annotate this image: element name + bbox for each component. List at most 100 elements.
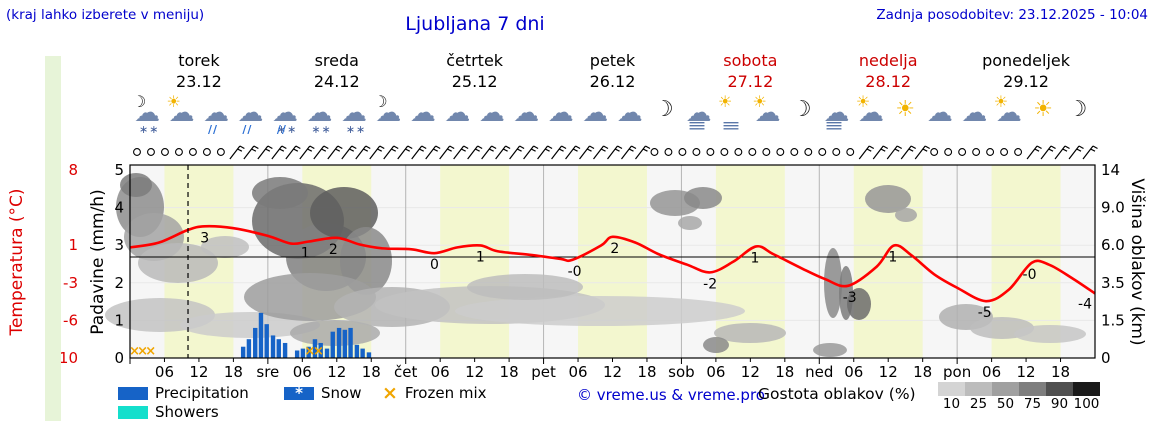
cloud-blob <box>310 187 378 239</box>
wind-barb-icon <box>1082 145 1094 160</box>
cloud-icon: ☁ <box>926 98 953 128</box>
wind-barb-icon <box>1054 145 1066 160</box>
precip-bar <box>324 348 330 358</box>
cloud-density-tick: 25 <box>969 396 988 412</box>
x-hour-label: 06 <box>431 363 450 381</box>
calm-wind-icon <box>706 148 715 156</box>
cloud-icon: ☁ <box>961 98 988 128</box>
precip-bar <box>270 335 276 358</box>
rain-cloud-icon: ☁ ∕∕ <box>202 98 229 136</box>
wind-barb-icon <box>313 145 325 160</box>
weather-icon-row: ☽ ☁ ∗∗ ☀ ☁ ☁ ∕∕ ☁ ∕∕ ☁ ∗∗ ∕∕ ☁ ∗∗ ☁ ∗∗ ☽ ☁ ☁ ☁ ☁ ☁ ☁ ☁ ☁ ☽ ☁ ≡ ☀ ≡ ☀ ☁ ☽… <box>130 92 1095 140</box>
day-date: 29.12 <box>1003 72 1049 91</box>
moon-icon: ☽ <box>1067 97 1088 122</box>
cloud-blob <box>138 243 218 283</box>
legend-showers-label: Showers <box>155 403 219 421</box>
rain-cloud-icon: ☁ ∕∕ <box>237 98 264 136</box>
cloud-blob <box>813 343 847 357</box>
wind-barb-icon <box>914 145 926 160</box>
x-hour-label: 12 <box>879 363 898 381</box>
cloud-density-tick: 10 <box>942 396 961 412</box>
temp-tick-label: 1 <box>68 236 78 254</box>
day-date: 23.12 <box>176 72 222 91</box>
wind-barb-icon <box>467 145 479 160</box>
calm-wind-icon <box>930 148 939 156</box>
precip-bar <box>258 312 264 358</box>
temperature-value-label: -0 <box>568 264 582 280</box>
cloud-blob <box>865 185 911 213</box>
wind-barb-icon <box>243 145 255 160</box>
precip-bar <box>312 339 318 358</box>
cloud-blob <box>1014 325 1086 343</box>
precip-bar <box>336 327 342 358</box>
wind-barb-icon <box>285 145 297 160</box>
cloud-tick-label: 1.5 <box>1101 311 1125 329</box>
precip-bar <box>253 327 258 358</box>
precip-bar <box>240 346 246 358</box>
wind-barb-icon <box>1040 145 1052 160</box>
x-hour-label: 18 <box>913 363 932 381</box>
calm-wind-icon <box>174 148 183 156</box>
frozen-mix-mark: × <box>304 344 315 359</box>
x-day-label: sre <box>256 363 279 381</box>
wind-barb-icon <box>355 145 367 160</box>
day-date: 28.12 <box>865 72 912 91</box>
cloud-blob <box>201 236 249 258</box>
wind-barb-icon <box>229 145 241 160</box>
wind-barb-icon <box>551 145 563 160</box>
moon-snow-cloud-icon: ☽ ☁ ∗∗ <box>132 92 160 136</box>
precip-bar <box>282 342 288 358</box>
precip-tick-label: 4 <box>114 199 124 217</box>
temperature-line <box>129 224 1096 303</box>
wind-barb-icon <box>523 145 535 160</box>
x-hour-label: 12 <box>327 363 346 381</box>
calm-wind-icon <box>133 148 141 156</box>
precip-tick-label: 3 <box>114 236 124 254</box>
snow-swatch: * <box>284 383 314 402</box>
wind-barb-icon <box>872 145 884 160</box>
copyright-link[interactable]: © vreme.us & vreme.pro <box>577 386 765 404</box>
calm-wind-icon <box>650 148 659 156</box>
temperature-value-label: -2 <box>703 276 717 292</box>
legend-precipitation-label: Precipitation <box>155 384 249 402</box>
moon-icon: ☽ <box>654 97 674 122</box>
wind-barb-icon <box>509 145 521 160</box>
x-hour-label: 06 <box>982 363 1001 381</box>
wind-barb-icon <box>397 145 409 160</box>
calm-wind-icon <box>790 148 799 156</box>
wind-barb-icon <box>579 145 591 160</box>
cloud-density-swatch <box>938 382 965 396</box>
day-header-nedelja: nedelja 28.12 <box>819 50 957 92</box>
sun-cloud-icon: ☀ ☁ <box>752 92 781 128</box>
cloud-icon: ☁ <box>444 98 471 128</box>
precipitation-axis-label: Padavine (mm/h) <box>88 189 108 335</box>
wind-barb-icon <box>481 145 493 160</box>
frozen-mix-mark: × <box>129 344 140 359</box>
x-hour-label: 06 <box>155 363 174 381</box>
legend-frozen-mix-label: Frozen mix <box>404 384 487 402</box>
precip-bar <box>300 348 306 358</box>
wind-barb-icon <box>341 145 353 160</box>
snowflake-icon: * <box>295 383 303 402</box>
day-name: sobota <box>723 51 778 70</box>
temperature-value-label: 2 <box>329 242 338 258</box>
calm-wind-icon <box>818 148 827 156</box>
temperature-value-label: 1 <box>750 250 759 266</box>
wind-barb-icon <box>634 145 646 160</box>
x-day-label: ned <box>805 363 833 381</box>
x-hour-label: 06 <box>293 363 312 381</box>
wind-barb-icon <box>495 145 507 160</box>
day-header-ponedeljek: ponedeljek 29.12 <box>957 50 1095 92</box>
temperature-value-label: -3 <box>843 290 857 306</box>
calm-wind-icon <box>147 148 155 156</box>
precip-bar <box>294 350 300 358</box>
calm-wind-icon <box>972 148 981 156</box>
frozen-mix-mark: × <box>313 344 324 359</box>
x-hour-label: 06 <box>844 363 863 381</box>
temperature-value-label: 1 <box>888 249 897 265</box>
precip-tick-label: 0 <box>114 349 124 367</box>
cloud-blob <box>252 177 308 209</box>
cloud-density-swatch <box>1073 382 1100 396</box>
precip-bar <box>246 339 252 358</box>
